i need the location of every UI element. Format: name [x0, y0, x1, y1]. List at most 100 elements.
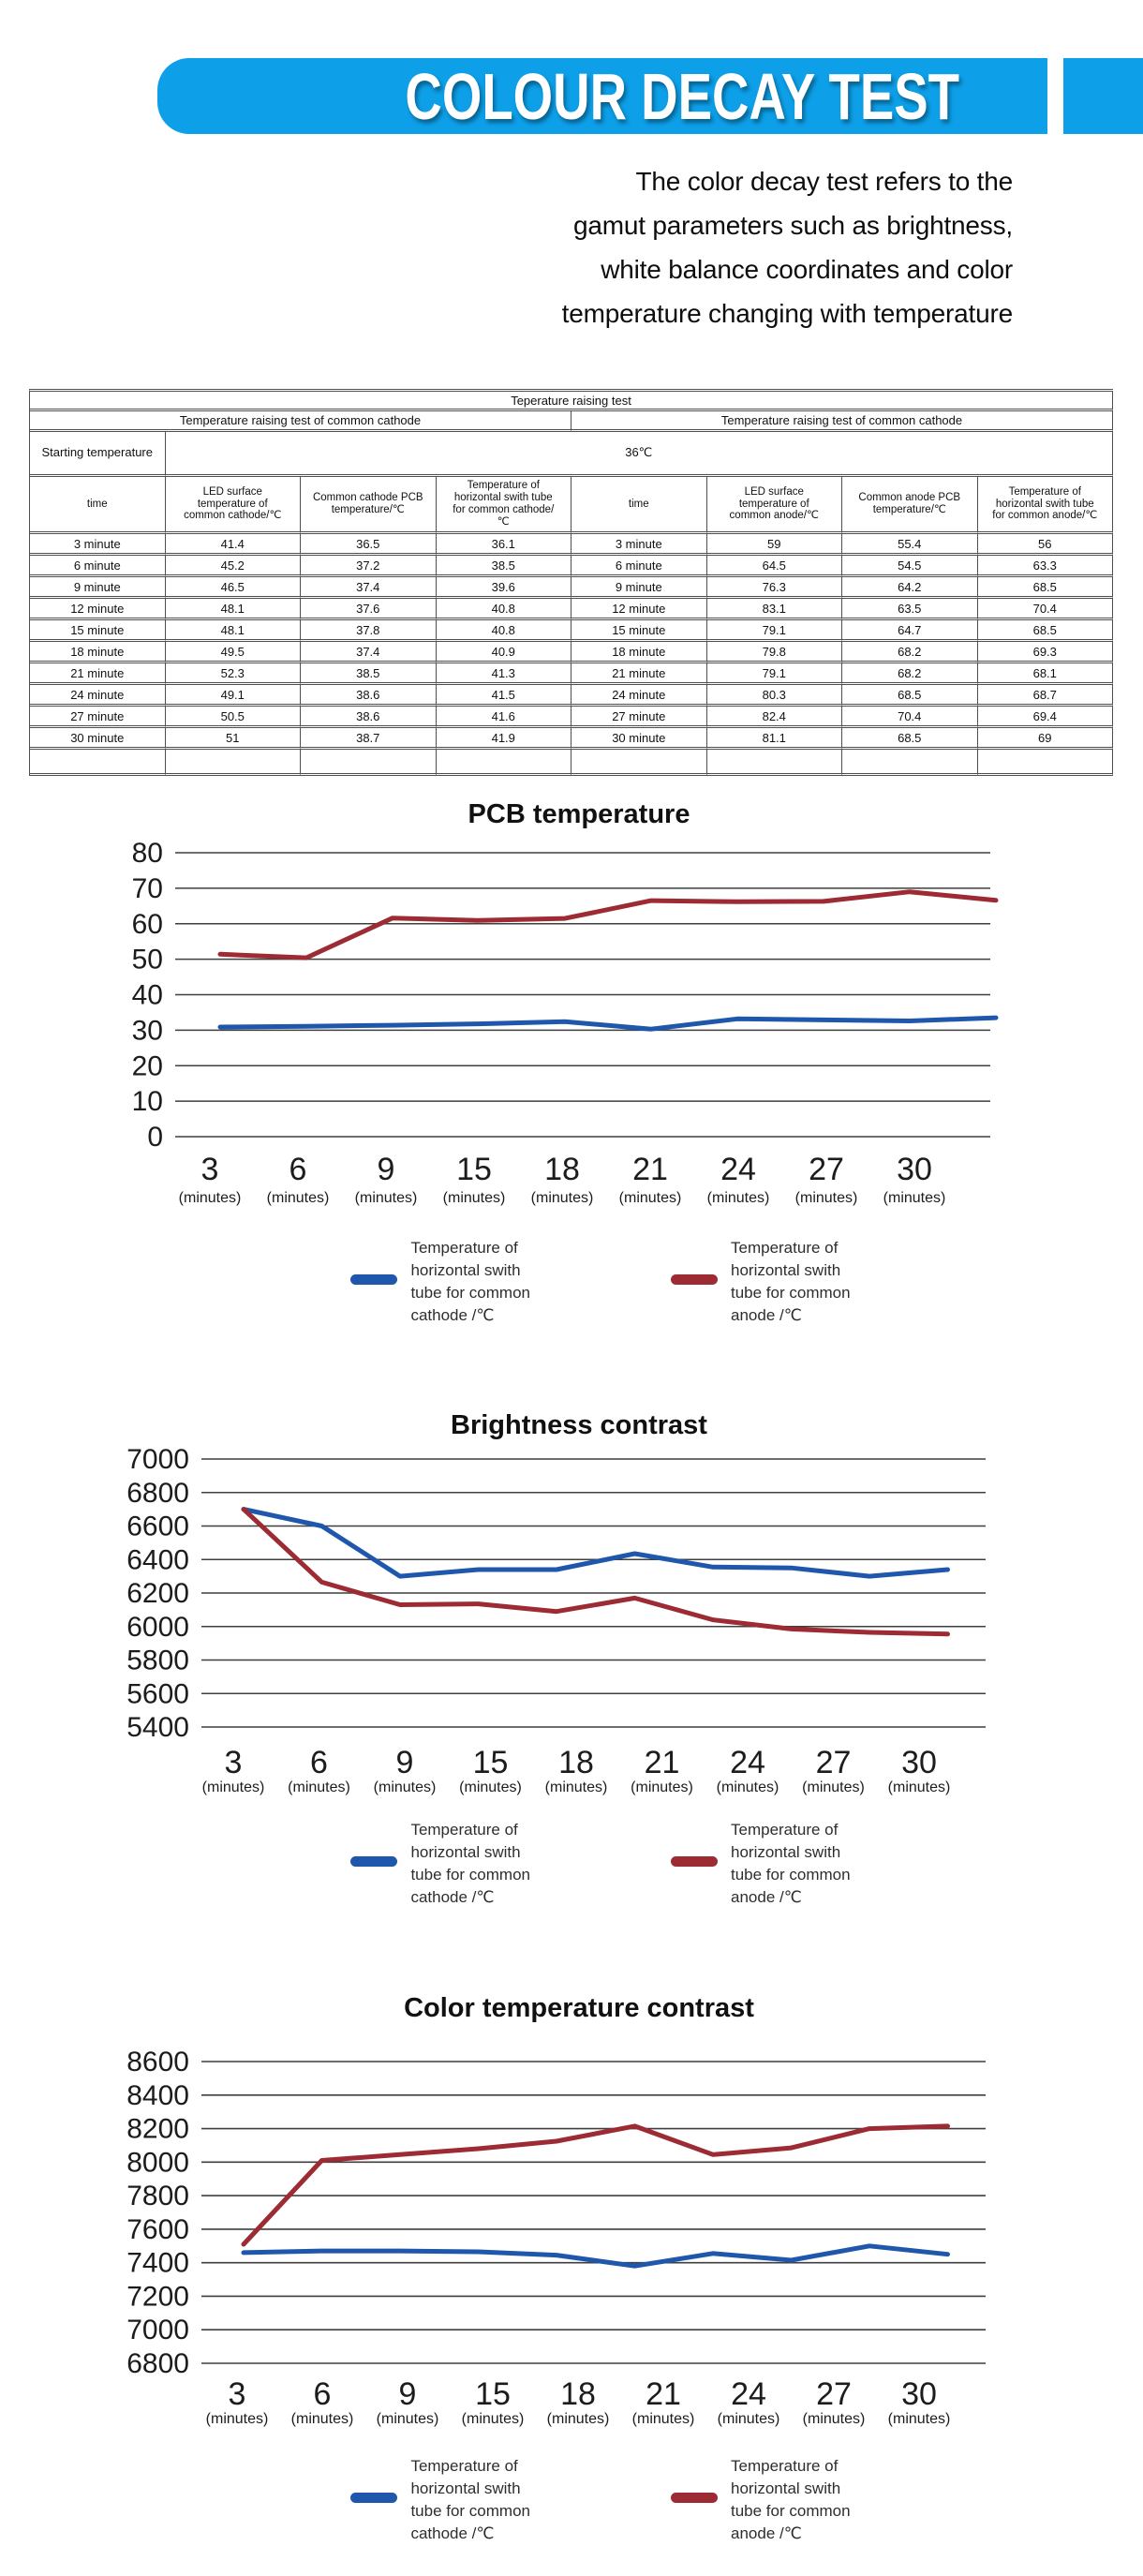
column-header: LED surface temperature of common anode/…	[706, 477, 842, 534]
legend-label-cathode: Temperature of horizontal swith tube for…	[410, 2455, 530, 2545]
legend-line: anode /℃	[731, 2524, 802, 2542]
table-cell: 68.5	[977, 577, 1113, 599]
starting-temperature-value: 36℃	[165, 432, 1113, 477]
legend-line: horizontal swith	[731, 2479, 841, 2497]
table-row: 27 minute 50.5 38.6 41.6 27 minute 82.4 70.4 69…	[30, 707, 1113, 728]
x-tick-sublabel: (minutes)	[717, 1779, 779, 1795]
table-cell: 37.4	[301, 642, 437, 663]
legend-line: cathode /℃	[410, 2524, 495, 2542]
table-cell: 64.7	[842, 620, 978, 642]
table-cell: 59	[706, 534, 842, 556]
x-tick-sublabel: (minutes)	[202, 1779, 265, 1795]
table-cell: 79.1	[706, 663, 842, 685]
table-row: 30 minute 51 38.7 41.9 30 minute 81.1 68.5 69	[30, 728, 1113, 750]
x-tick-sublabel: (minutes)	[802, 1779, 865, 1795]
table-cell: 18 minute	[572, 642, 707, 663]
legend-line: horizontal swith	[410, 2479, 521, 2497]
table-cell: 41.3	[436, 663, 572, 685]
table-cell: 81.1	[706, 728, 842, 750]
title-banner: COLOUR DECAY TEST	[157, 58, 1047, 134]
table-cell-empty	[572, 750, 707, 776]
table-cell: 50.5	[165, 707, 301, 728]
column-header: Common cathode PCB temperature/℃	[301, 477, 437, 534]
legend-line: tube for common	[410, 2502, 530, 2520]
pcb-temperature-chart: PCB temperature 0 10 20 30 40 50 60 70 80 3 (minut…	[132, 799, 999, 1206]
table-cell: 63.3	[977, 556, 1113, 577]
x-tick-label: 27	[809, 1152, 844, 1187]
y-tick-label: 6000	[126, 1612, 189, 1643]
legend-line: Temperature of	[410, 1239, 518, 1257]
y-tick-label: 6800	[126, 2348, 189, 2379]
brightness-contrast-chart: Brightness contrast 54005600580060006200…	[126, 1410, 986, 1795]
table-cell-empty	[165, 750, 301, 776]
series-line-anode	[241, 2123, 950, 2247]
table-cell: 80.3	[706, 685, 842, 707]
x-tick-label: 27	[816, 2376, 852, 2412]
legend-line: Temperature of	[731, 2457, 839, 2475]
table-cell: 37.2	[301, 556, 437, 577]
table-cell: 37.4	[301, 577, 437, 599]
column-header: Temperature of horizontal swith tube for…	[436, 477, 572, 534]
x-tick-label: 24	[730, 1745, 765, 1780]
table-cell-empty	[706, 750, 842, 776]
table-cell: 76.3	[706, 577, 842, 599]
y-tick-label: 6400	[126, 1544, 189, 1575]
legend-item-cathode: Temperature of horizontal swith tube for…	[350, 1237, 530, 1327]
table-cell: 24 minute	[572, 685, 707, 707]
table-cell: 15 minute	[572, 620, 707, 642]
x-tick-sublabel: (minutes)	[888, 1779, 951, 1795]
y-tick-label: 7000	[126, 1444, 189, 1475]
column-header: Common anode PCB temperature/℃	[842, 477, 978, 534]
table-cell: 83.1	[706, 599, 842, 620]
table-cell-empty	[30, 750, 166, 776]
x-tick-label: 30	[901, 2376, 937, 2412]
legend-line: tube for common	[731, 1866, 851, 1884]
y-tick-label: 8200	[126, 2114, 189, 2145]
y-tick-label: 6600	[126, 1511, 189, 1542]
table-cell: 40.8	[436, 620, 572, 642]
table-cell-empty	[301, 750, 437, 776]
table-row: 6 minute 45.2 37.2 38.5 6 minute 64.5 54.5 63.3	[30, 556, 1113, 577]
y-tick-label: 60	[132, 909, 163, 940]
table-cell: 6 minute	[30, 556, 166, 577]
x-tick-sublabel: (minutes)	[545, 1779, 608, 1795]
column-header: time	[30, 477, 166, 534]
table-cell: 55.4	[842, 534, 978, 556]
column-header: Temperature of horizontal swith tube for…	[977, 477, 1113, 534]
legend-swatch-anode-icon	[671, 2493, 718, 2503]
table-cell: 68.1	[977, 663, 1113, 685]
legend-swatch-cathode-icon	[350, 2493, 398, 2503]
table-cell: 46.5	[165, 577, 301, 599]
series-line-anode	[241, 1507, 950, 1637]
table-cell: 36.5	[301, 534, 437, 556]
legend-swatch-cathode-icon	[350, 1856, 398, 1867]
table-cell: 40.8	[436, 599, 572, 620]
table-cell: 64.5	[706, 556, 842, 577]
x-tick-label: 3	[229, 2376, 246, 2412]
table-title: Teperature raising test	[30, 392, 1113, 411]
legend-label-anode: Temperature of horizontal swith tube for…	[731, 1237, 851, 1327]
table-cell: 51	[165, 728, 301, 750]
y-tick-label: 30	[132, 1015, 163, 1046]
table-row	[30, 750, 1113, 776]
x-tick-sublabel: (minutes)	[443, 1190, 506, 1206]
x-tick-sublabel: (minutes)	[459, 1779, 522, 1795]
group-header-cathode: Temperature raising test of common catho…	[30, 411, 572, 432]
series-line-cathode	[241, 2243, 950, 2269]
legend-item-anode: Temperature of horizontal swith tube for…	[671, 2455, 851, 2545]
table-cell: 21 minute	[30, 663, 166, 685]
table-cell: 9 minute	[572, 577, 707, 599]
intro-line: temperature changing with temperature	[561, 299, 1014, 328]
table-cell: 68.5	[842, 728, 978, 750]
table-cell: 21 minute	[572, 663, 707, 685]
x-tick-label: 15	[473, 1745, 509, 1780]
table-row: 15 minute 48.1 37.8 40.8 15 minute 79.1 64.7 68…	[30, 620, 1113, 642]
x-tick-label: 27	[816, 1745, 852, 1780]
x-tick-label: 18	[558, 1745, 594, 1780]
y-tick-label: 8400	[126, 2080, 189, 2111]
x-tick-label: 15	[456, 1152, 492, 1187]
x-tick-sublabel: (minutes)	[707, 1190, 770, 1206]
chart-title: PCB temperature	[468, 799, 690, 829]
column-header: time	[572, 477, 707, 534]
starting-temperature-label: Starting temperature	[30, 432, 166, 477]
